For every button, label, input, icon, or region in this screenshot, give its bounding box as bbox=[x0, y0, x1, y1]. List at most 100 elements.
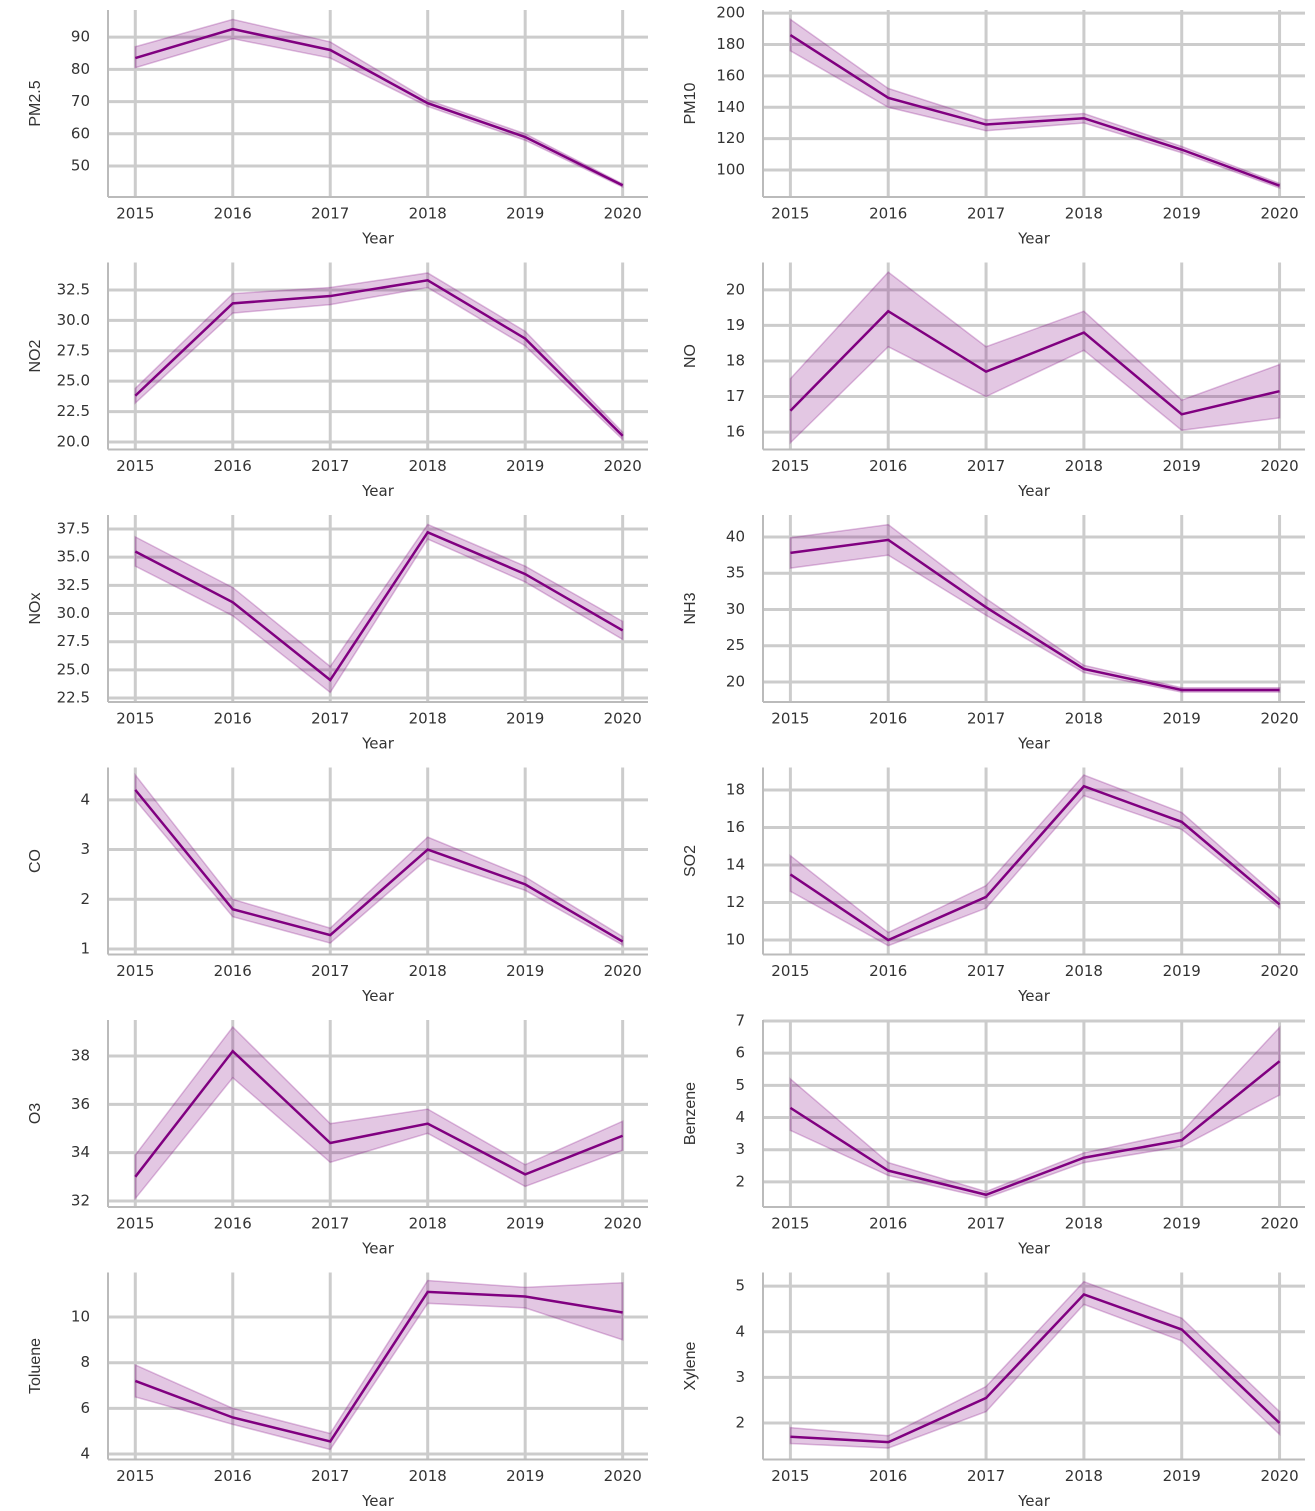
y-tick-label: 14 bbox=[726, 856, 745, 874]
x-tick-label: 2017 bbox=[967, 962, 1005, 980]
x-tick-label: 2016 bbox=[214, 962, 252, 980]
y-tick-label: 2 bbox=[80, 890, 90, 908]
y-tick-label: 2 bbox=[735, 1172, 745, 1190]
x-tick-label: 2019 bbox=[1163, 1215, 1201, 1233]
y-tick-label: 3 bbox=[735, 1140, 745, 1158]
x-tick-label: 2015 bbox=[116, 1215, 154, 1233]
y-tick-label: 5 bbox=[735, 1277, 745, 1295]
x-tick-label: 2016 bbox=[214, 1215, 252, 1233]
x-tick-label: 2016 bbox=[869, 457, 907, 475]
y-tick-label: 120 bbox=[716, 129, 745, 147]
y-tick-label: 4 bbox=[735, 1108, 745, 1126]
y-tick-label: 20.0 bbox=[57, 432, 90, 450]
x-tick-label: 2017 bbox=[967, 205, 1005, 223]
y-tick-label: 7 bbox=[735, 1011, 745, 1029]
x-tick-label: 2019 bbox=[506, 1215, 544, 1233]
y-tick-label: 6 bbox=[80, 1399, 90, 1417]
x-tick-label: 2019 bbox=[1163, 457, 1201, 475]
x-axis-label: Year bbox=[361, 987, 395, 1005]
x-tick-label: 2018 bbox=[1065, 1215, 1103, 1233]
x-tick-label: 2017 bbox=[967, 457, 1005, 475]
subplot: 2015 2016 2017 2018 2019 2020 32 34 36 38 Year O3 bbox=[27, 1020, 648, 1258]
y-tick-label: 100 bbox=[716, 161, 745, 179]
line bbox=[134, 1290, 623, 1443]
y-tick-label: 5 bbox=[735, 1076, 745, 1094]
y-tick-label: 18 bbox=[726, 351, 745, 369]
subplot: 2015 2016 2017 2018 2019 2020 50 60 70 80 90 Year PM… bbox=[27, 10, 648, 248]
confidence-band bbox=[789, 1025, 1281, 1199]
x-tick-label: 2019 bbox=[506, 1467, 544, 1485]
y-tick-label: 4 bbox=[80, 790, 90, 808]
subplot: 2015 2016 2017 2018 2019 2020 100 120 140 160 180 2… bbox=[682, 4, 1305, 248]
x-tick-label: 2018 bbox=[1065, 710, 1103, 728]
y-tick-label: 35 bbox=[726, 564, 745, 582]
x-tick-label: 2020 bbox=[1260, 1215, 1298, 1233]
x-tick-label: 2020 bbox=[1260, 962, 1298, 980]
confidence-band bbox=[789, 774, 1281, 947]
x-tick-label: 2017 bbox=[311, 457, 349, 475]
x-tick-label: 2019 bbox=[1163, 205, 1201, 223]
line bbox=[789, 34, 1280, 187]
y-tick-label: 32 bbox=[71, 1191, 90, 1209]
y-tick-label: 180 bbox=[716, 35, 745, 53]
x-tick-label: 2019 bbox=[1163, 710, 1201, 728]
y-tick-label: 18 bbox=[726, 781, 745, 799]
y-tick-label: 10 bbox=[726, 931, 745, 949]
y-tick-label: 1 bbox=[80, 940, 90, 958]
y-tick-label: 2 bbox=[735, 1414, 745, 1432]
line bbox=[789, 309, 1280, 416]
confidence-band bbox=[789, 523, 1281, 693]
y-tick-label: 4 bbox=[80, 1445, 90, 1463]
x-axis-label: Year bbox=[361, 1492, 395, 1510]
x-tick-label: 2016 bbox=[869, 205, 907, 223]
y-tick-label: 200 bbox=[716, 4, 745, 22]
x-tick-label: 2018 bbox=[409, 710, 447, 728]
y-tick-label: 60 bbox=[71, 124, 90, 142]
x-tick-label: 2017 bbox=[311, 1215, 349, 1233]
y-tick-label: 22.5 bbox=[57, 402, 90, 420]
x-tick-label: 2017 bbox=[967, 1467, 1005, 1485]
x-axis-label: Year bbox=[361, 1240, 395, 1258]
x-tick-label: 2015 bbox=[771, 205, 809, 223]
y-axis-label: NH3 bbox=[682, 592, 699, 624]
subplot: 2015 2016 2017 2018 2019 2020 22.5 25.0 27.5 30.0… bbox=[27, 515, 648, 753]
line bbox=[134, 530, 624, 682]
subplot: 2015 2016 2017 2018 2019 2020 1 2 3 4 Year CO bbox=[27, 767, 648, 1005]
x-tick-label: 2018 bbox=[409, 962, 447, 980]
confidence-band bbox=[134, 772, 624, 947]
y-tick-label: 17 bbox=[726, 387, 745, 405]
x-tick-label: 2019 bbox=[1163, 1467, 1201, 1485]
x-axis-label: Year bbox=[1017, 735, 1051, 753]
y-tick-label: 20 bbox=[726, 280, 745, 298]
x-tick-label: 2017 bbox=[311, 962, 349, 980]
subplot: 2015 2016 2017 2018 2019 2020 20.0 22.5 25.0 27.5… bbox=[27, 262, 648, 500]
y-tick-label: 90 bbox=[71, 28, 90, 46]
x-axis-label: Year bbox=[1017, 1492, 1051, 1510]
x-tick-label: 2020 bbox=[1260, 205, 1298, 223]
x-axis-label: Year bbox=[1017, 987, 1051, 1005]
x-tick-label: 2019 bbox=[506, 710, 544, 728]
subplot: 2015 2016 2017 2018 2019 2020 16 17 18 19 20 Year NO bbox=[682, 262, 1305, 500]
x-tick-label: 2016 bbox=[869, 1215, 907, 1233]
y-tick-label: 160 bbox=[716, 66, 745, 84]
confidence-band bbox=[789, 271, 1281, 445]
x-axis-label: Year bbox=[361, 230, 395, 248]
x-tick-label: 2020 bbox=[604, 1467, 642, 1485]
x-tick-label: 2017 bbox=[311, 710, 349, 728]
x-tick-label: 2019 bbox=[1163, 962, 1201, 980]
y-tick-label: 70 bbox=[71, 92, 90, 110]
x-tick-label: 2019 bbox=[506, 457, 544, 475]
line bbox=[789, 784, 1281, 942]
y-tick-label: 3 bbox=[735, 1368, 745, 1386]
subplot: 2015 2016 2017 2018 2019 2020 4 6 8 10 Year Toluene bbox=[27, 1272, 648, 1510]
x-tick-label: 2020 bbox=[604, 457, 642, 475]
x-tick-label: 2018 bbox=[409, 205, 447, 223]
x-tick-label: 2015 bbox=[116, 1467, 154, 1485]
x-tick-label: 2018 bbox=[1065, 962, 1103, 980]
y-axis-label: NO bbox=[682, 344, 699, 368]
line bbox=[789, 1060, 1281, 1197]
y-tick-label: 32.5 bbox=[57, 576, 90, 594]
x-tick-label: 2015 bbox=[116, 962, 154, 980]
confidence-band bbox=[789, 1280, 1281, 1449]
y-tick-label: 25.0 bbox=[57, 660, 90, 678]
